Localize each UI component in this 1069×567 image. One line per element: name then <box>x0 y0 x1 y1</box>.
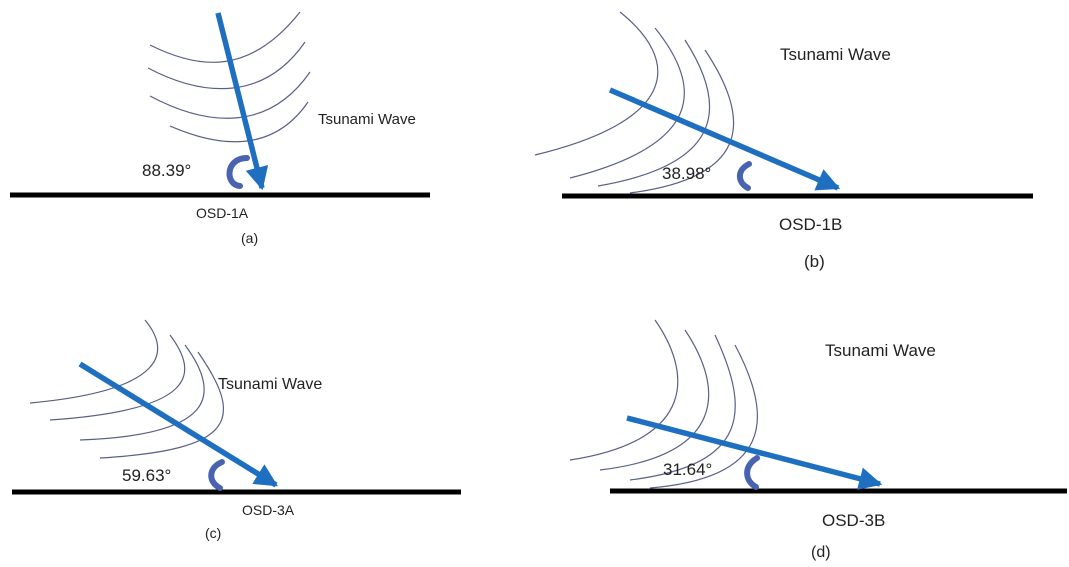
wavefront <box>629 334 736 481</box>
wave-direction-arrow <box>608 87 841 191</box>
panel-caption: (b) <box>804 252 825 271</box>
wavefronts-c <box>29 319 224 459</box>
wavefront <box>149 71 311 119</box>
wavefront <box>49 334 186 421</box>
wavefronts-d <box>569 319 759 489</box>
wavefront <box>599 329 710 471</box>
station-label: OSD-3B <box>822 511 885 530</box>
station-label: OSD-3A <box>242 502 295 518</box>
wavefront <box>149 11 301 63</box>
tsunami-wave-label: Tsunami Wave <box>218 376 322 393</box>
wavefront <box>569 27 685 179</box>
station-label: OSD-1A <box>196 205 249 221</box>
tsunami-wave-label: Tsunami Wave <box>825 341 936 360</box>
angle-label: 31.64° <box>663 460 712 479</box>
wavefront <box>169 101 309 143</box>
station-label: OSD-1B <box>779 215 842 234</box>
panel-a: Tsunami Wave 88.39° OSD-1A (a) <box>10 11 430 246</box>
wavefront <box>649 344 759 489</box>
angle-label: 88.39° <box>142 161 191 180</box>
wavefront <box>147 41 306 90</box>
angle-arc <box>744 455 760 490</box>
wavefront <box>79 344 205 441</box>
wavefront <box>29 319 159 404</box>
wavefronts-a <box>147 11 311 143</box>
wavefront <box>534 11 659 156</box>
wave-direction-arrow <box>215 12 269 191</box>
wave-direction-arrow <box>78 361 278 488</box>
panel-d: Tsunami Wave 31.64° OSD-3B (d) <box>569 319 1067 561</box>
panel-c: Tsunami Wave 59.63° OSD-3A (c) <box>12 319 461 541</box>
wave-direction-arrow <box>626 415 883 490</box>
tsunami-wave-label: Tsunami Wave <box>318 111 416 128</box>
wavefront <box>569 319 679 461</box>
wavefront <box>99 351 224 459</box>
panel-caption: (a) <box>241 230 258 246</box>
tsunami-wave-label: Tsunami Wave <box>780 45 891 64</box>
panel-caption: (c) <box>205 525 221 541</box>
angle-arc <box>736 161 752 191</box>
panel-caption: (d) <box>811 544 831 561</box>
panel-b: Tsunami Wave 38.98° OSD-1B (b) <box>534 11 1033 271</box>
angle-label: 38.98° <box>662 164 711 183</box>
angle-label: 59.63° <box>122 466 171 485</box>
angle-arc <box>226 155 250 189</box>
angle-arc <box>208 459 225 491</box>
